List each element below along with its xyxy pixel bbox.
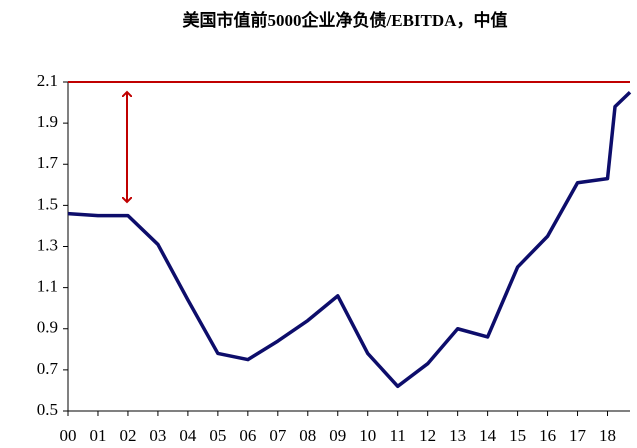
x-tick-label: 05 [209,426,226,445]
x-tick-label: 11 [390,426,406,445]
x-tick-label: 16 [539,426,556,445]
x-tick-label: 01 [89,426,106,445]
x-tick-label: 00 [60,426,77,445]
y-tick-label: 0.5 [37,400,58,419]
y-tick-label: 1.1 [37,277,58,296]
y-tick-label: 0.7 [37,359,59,378]
x-tick-label: 02 [119,426,136,445]
y-tick-label: 1.7 [37,153,59,172]
x-tick-label: 03 [149,426,166,445]
x-tick-label: 10 [359,426,376,445]
x-tick-label: 08 [299,426,316,445]
y-tick-label: 0.9 [37,318,58,337]
y-tick-label: 1.5 [37,194,58,213]
y-tick-label: 1.9 [37,112,58,131]
x-tick-label: 04 [179,426,197,445]
chart-title: 美国市值前5000企业净负债/EBITDA，中值 [183,10,508,30]
x-tick-label: 17 [569,426,587,445]
x-tick-label: 07 [269,426,287,445]
x-tick-label: 15 [509,426,526,445]
x-tick-label: 06 [239,426,256,445]
y-tick-label: 2.1 [37,71,58,90]
x-tick-label: 12 [419,426,436,445]
x-tick-label: 09 [329,426,346,445]
y-tick-label: 1.3 [37,235,58,254]
x-tick-label: 18 [599,426,616,445]
x-tick-label: 13 [449,426,466,445]
data-line [67,91,632,389]
x-tick-label: 14 [479,426,497,445]
